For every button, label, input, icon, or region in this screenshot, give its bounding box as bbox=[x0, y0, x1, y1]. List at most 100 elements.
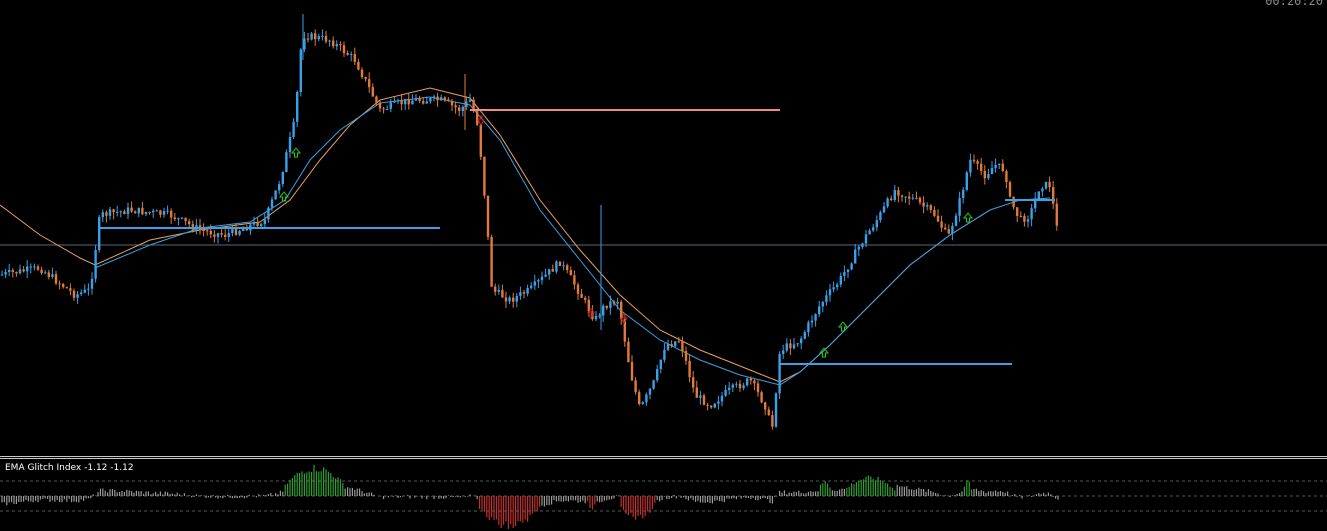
candle-body bbox=[224, 234, 227, 237]
candle-body bbox=[962, 189, 965, 199]
candle-body bbox=[944, 227, 947, 230]
candle-body bbox=[450, 101, 454, 106]
price-chart[interactable] bbox=[0, 0, 1327, 455]
indicator-grid bbox=[0, 480, 1327, 512]
candle-body bbox=[184, 217, 187, 222]
candle-body bbox=[623, 319, 626, 342]
candle-body bbox=[677, 341, 680, 343]
candle-body bbox=[1016, 207, 1019, 216]
candle-body bbox=[764, 402, 767, 410]
candle-body bbox=[890, 198, 893, 201]
candle-body bbox=[29, 266, 32, 268]
candle-body bbox=[393, 101, 396, 103]
candle-body bbox=[839, 275, 842, 285]
candle-body bbox=[1001, 163, 1004, 172]
candle-body bbox=[51, 274, 54, 277]
candle-body bbox=[814, 314, 817, 321]
candle-body bbox=[994, 164, 997, 169]
candle-body bbox=[472, 99, 475, 112]
candle-body bbox=[26, 266, 29, 272]
candle-body bbox=[357, 61, 360, 70]
candle-body bbox=[663, 349, 666, 360]
candle-body bbox=[177, 218, 180, 220]
candle-body bbox=[407, 98, 410, 105]
candle-body bbox=[11, 270, 14, 273]
candle-body bbox=[317, 36, 320, 40]
ema-slow-line bbox=[0, 87, 991, 383]
candle-body bbox=[436, 96, 439, 101]
candle-body bbox=[922, 202, 925, 207]
candle-body bbox=[558, 261, 562, 266]
candle-body bbox=[807, 322, 810, 333]
candle-body bbox=[54, 274, 58, 284]
candle-body bbox=[933, 209, 936, 216]
candle-body bbox=[422, 101, 425, 104]
candle-body bbox=[105, 212, 108, 216]
indicator-chart[interactable] bbox=[0, 459, 1327, 531]
panel-separator-top bbox=[0, 456, 1327, 457]
candle-body bbox=[893, 190, 896, 201]
candle-body bbox=[594, 315, 598, 320]
candle-body bbox=[335, 44, 338, 47]
candle-body bbox=[605, 305, 608, 308]
candle-body bbox=[180, 217, 184, 219]
candle-body bbox=[0, 274, 4, 276]
candle-body bbox=[972, 159, 976, 162]
candle-body bbox=[792, 344, 796, 349]
candle-body bbox=[94, 249, 97, 279]
candle-body bbox=[810, 320, 814, 323]
candle-body bbox=[378, 102, 382, 109]
candle-body bbox=[144, 211, 148, 215]
candle-body bbox=[292, 121, 295, 138]
candle-body bbox=[634, 380, 637, 393]
up-arrow-icon bbox=[278, 191, 290, 202]
candle-body bbox=[188, 221, 191, 225]
candle-body bbox=[368, 79, 371, 88]
candle-body bbox=[274, 190, 277, 200]
candle-body bbox=[512, 297, 515, 302]
candle-body bbox=[800, 338, 803, 344]
candle-body bbox=[1037, 191, 1040, 199]
candle-body bbox=[33, 266, 36, 268]
candle-body bbox=[980, 163, 983, 172]
candle-body bbox=[724, 390, 727, 396]
candle-body bbox=[191, 224, 194, 230]
candle-body bbox=[44, 272, 47, 274]
candle-body bbox=[659, 359, 662, 370]
candle-body bbox=[886, 198, 889, 207]
candle-body bbox=[360, 69, 364, 78]
candle-body bbox=[83, 289, 86, 293]
candle-body bbox=[728, 387, 731, 391]
down-arrow-icon bbox=[620, 313, 628, 324]
candle-body bbox=[130, 207, 133, 212]
candle-body bbox=[530, 285, 533, 288]
candle-body bbox=[328, 40, 331, 42]
candle-body bbox=[425, 101, 428, 104]
candle-body bbox=[645, 394, 648, 403]
candle-body bbox=[900, 195, 904, 197]
candle-body bbox=[584, 297, 587, 300]
candle-body bbox=[789, 343, 792, 349]
candle-body bbox=[213, 234, 216, 237]
candle-body bbox=[497, 289, 500, 292]
candle-body bbox=[62, 283, 65, 288]
candle-body bbox=[688, 360, 691, 378]
candle-body bbox=[1026, 219, 1030, 222]
candle-body bbox=[371, 87, 374, 97]
candle-body bbox=[526, 287, 529, 294]
candle-body bbox=[717, 401, 720, 404]
candle-body bbox=[468, 99, 472, 102]
candle-body bbox=[562, 265, 565, 267]
candle-body bbox=[65, 287, 68, 289]
candle-body bbox=[555, 261, 558, 272]
candle-body bbox=[123, 211, 126, 215]
candle-body bbox=[238, 230, 241, 235]
candle-body bbox=[386, 108, 389, 110]
candle-body bbox=[897, 190, 900, 196]
down-arrow-icon bbox=[587, 308, 595, 319]
candle-body bbox=[170, 210, 173, 218]
candle-body bbox=[1005, 171, 1008, 183]
candle-body bbox=[252, 221, 256, 225]
candle-body bbox=[458, 107, 461, 111]
candle-body bbox=[857, 246, 860, 250]
